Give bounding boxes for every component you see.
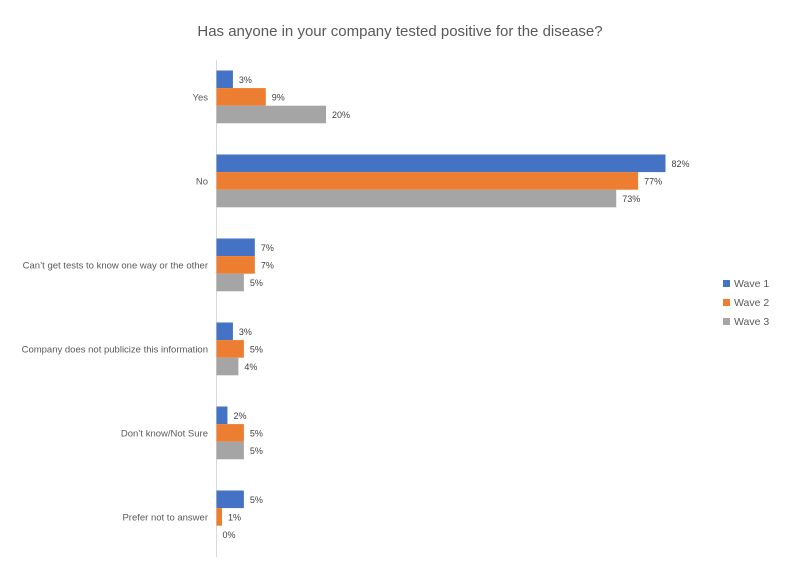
data-label: 3% bbox=[239, 327, 252, 337]
data-label: 5% bbox=[250, 446, 263, 456]
bar-wave-2 bbox=[216, 508, 222, 526]
category-label: Prefer not to answer bbox=[122, 512, 208, 523]
bar-wave-1 bbox=[216, 406, 228, 425]
bar-wave-3 bbox=[216, 357, 239, 376]
data-label: 82% bbox=[672, 159, 690, 169]
data-label: 77% bbox=[644, 176, 662, 186]
bar-wave-2 bbox=[216, 424, 244, 442]
data-label: 0% bbox=[223, 530, 236, 540]
bar-wave-2 bbox=[216, 340, 244, 358]
legend-swatch bbox=[723, 318, 730, 325]
category-label: Can’t get tests to know one way or the o… bbox=[23, 260, 208, 271]
legend-label: Wave 3 bbox=[734, 316, 769, 328]
bar-wave-1 bbox=[216, 238, 255, 257]
category-label: Don’t know/Not Sure bbox=[121, 428, 208, 439]
data-label: 9% bbox=[272, 92, 285, 102]
bars: 3% 9% 20% 82% 77% 73% 7% 7% 5% 3% 5% 4% 2% 5% 5% 5% 1% 0% bbox=[216, 70, 690, 540]
bar-wave-3 bbox=[216, 189, 617, 208]
bar-wave-2 bbox=[216, 172, 639, 190]
category-label: Company does not publicize this informat… bbox=[22, 344, 208, 355]
bar-wave-1 bbox=[216, 154, 666, 173]
chart-title: Has anyone in your company tested positi… bbox=[197, 23, 602, 40]
data-label: 2% bbox=[233, 411, 246, 421]
data-label: 20% bbox=[332, 110, 350, 120]
bar-wave-2 bbox=[216, 256, 255, 274]
data-label: 73% bbox=[622, 194, 640, 204]
legend-label: Wave 1 bbox=[734, 278, 769, 290]
category-label: No bbox=[196, 176, 208, 187]
data-label: 4% bbox=[244, 362, 257, 372]
bar-wave-2 bbox=[216, 88, 266, 106]
legend-label: Wave 2 bbox=[734, 297, 769, 309]
data-label: 7% bbox=[261, 243, 274, 253]
legend: Wave 1 Wave 2 Wave 3 bbox=[723, 278, 769, 328]
legend-swatch bbox=[723, 280, 730, 287]
bar-wave-3 bbox=[216, 273, 244, 292]
bar-wave-1 bbox=[216, 70, 233, 89]
data-label: 5% bbox=[250, 428, 263, 438]
category-labels: Yes No Can’t get tests to know one way or … bbox=[22, 92, 209, 523]
data-label: 3% bbox=[239, 75, 252, 85]
data-label: 5% bbox=[250, 278, 263, 288]
category-label: Yes bbox=[193, 92, 209, 103]
data-label: 1% bbox=[228, 512, 241, 522]
bar-wave-1 bbox=[216, 322, 233, 341]
bar-wave-3 bbox=[216, 105, 327, 124]
bar-wave-3 bbox=[216, 441, 244, 460]
legend-swatch bbox=[723, 299, 730, 306]
data-label: 5% bbox=[250, 495, 263, 505]
data-label: 5% bbox=[250, 344, 263, 354]
data-label: 7% bbox=[261, 260, 274, 270]
bar-wave-1 bbox=[216, 490, 244, 509]
